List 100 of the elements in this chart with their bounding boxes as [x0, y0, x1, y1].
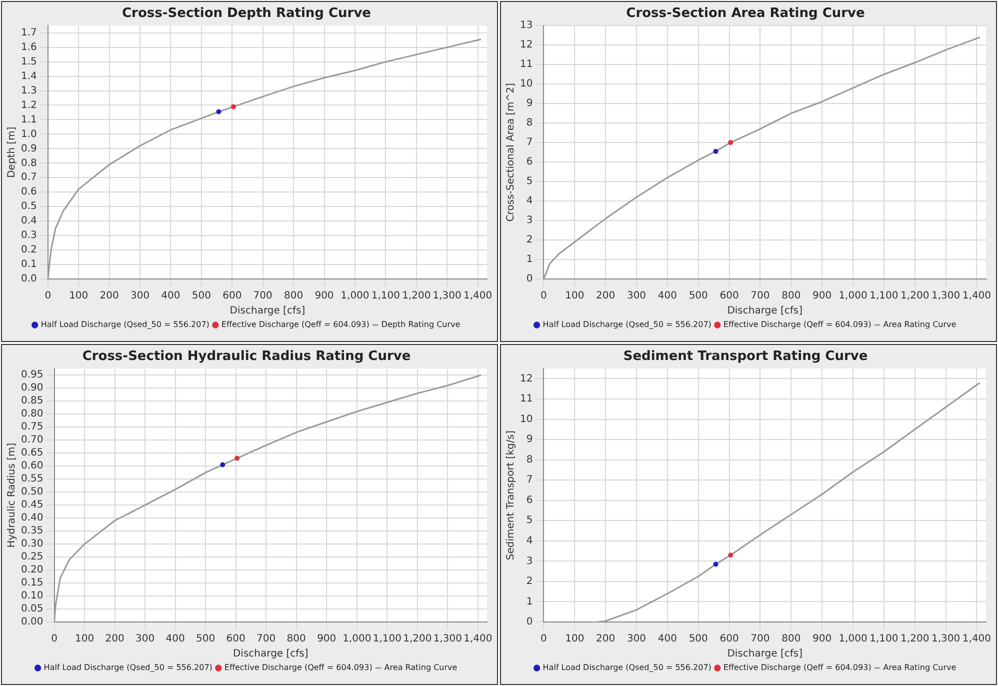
y-tick-label: 10: [520, 414, 533, 425]
y-tick-label: 0.65: [21, 448, 44, 459]
y-tick-label: 0.70: [21, 434, 44, 446]
x-tick-label: 700: [750, 634, 770, 645]
legend-label: Half Load Discharge (Qsed_50 = 556.207): [40, 320, 210, 330]
x-tick-label: 1,200: [402, 290, 431, 302]
x-axis-title: Discharge [cfs]: [232, 648, 308, 660]
x-tick-label: 800: [782, 634, 801, 645]
y-tick-label: 2: [526, 234, 533, 246]
y-tick-label: 0.00: [21, 616, 44, 628]
y-tick-label: 0: [526, 616, 533, 628]
x-tick-label: 600: [720, 290, 739, 302]
x-tick-label: 900: [812, 634, 832, 645]
y-tick-label: 0.30: [21, 538, 44, 550]
y-tick-label: 5: [526, 176, 533, 188]
x-tick-label: 0: [44, 290, 52, 302]
x-tick-label: 1,000: [838, 290, 868, 302]
y-tick-label: 0.7: [20, 172, 37, 184]
x-tick-label: 600: [720, 634, 739, 645]
x-tick-label: 700: [256, 634, 276, 645]
y-tick-label: 9: [526, 98, 533, 110]
y-tick-label: 0.45: [21, 500, 44, 511]
legend-label: Half Load Discharge (Qsed_50 = 556.207): [542, 663, 712, 672]
x-tick-label: 700: [253, 290, 272, 302]
chart-title: Sediment Transport Rating Curve: [623, 349, 868, 364]
y-tick-label: 8: [526, 454, 533, 466]
y-axis-title: Sediment Transport [kg/s]: [506, 430, 517, 560]
x-tick-label: 400: [658, 290, 677, 302]
x-tick-label: 1,400: [464, 634, 492, 645]
x-tick-label: 1,400: [962, 634, 992, 645]
y-tick-label: 1.3: [20, 85, 37, 96]
x-tick-label: 100: [565, 290, 584, 302]
y-tick-label: 2: [526, 576, 533, 588]
x-tick-label: 1,300: [433, 634, 462, 645]
x-tick-label: 300: [626, 290, 646, 302]
x-tick-label: 100: [69, 290, 88, 302]
y-axis-title: Cross-Sectional Area [m^2]: [506, 82, 517, 222]
y-tick-label: 1.0: [20, 128, 37, 140]
x-tick-label: 900: [812, 290, 832, 302]
y-tick-label: 0.8: [20, 158, 37, 169]
y-tick-label: 0.10: [21, 590, 44, 602]
y-tick-label: 5: [526, 515, 533, 526]
y-tick-label: 7: [526, 474, 533, 486]
y-tick-label: 12: [520, 40, 533, 51]
x-tick-label: 1,400: [962, 290, 992, 302]
x-tick-label: 600: [226, 634, 246, 645]
legend-label: Area Rating Curve: [384, 663, 458, 672]
x-tick-label: 600: [222, 290, 242, 302]
y-tick-label: 1.2: [20, 100, 37, 111]
y-tick-label: 0.90: [21, 382, 44, 394]
x-tick-label: 700: [750, 290, 770, 302]
x-tick-label: 1,000: [838, 634, 868, 645]
x-axis-title: Discharge [cfs]: [727, 648, 803, 660]
x-tick-label: 200: [596, 290, 616, 302]
y-tick-label: 0.5: [20, 201, 37, 212]
x-tick-label: 500: [688, 290, 708, 302]
x-tick-label: 1,100: [870, 290, 898, 302]
y-tick-label: 0.80: [21, 408, 44, 420]
x-tick-label: 200: [100, 290, 119, 302]
x-tick-label: 1,400: [463, 290, 492, 302]
x-tick-label: 400: [161, 290, 180, 302]
y-tick-label: 1.5: [20, 56, 37, 68]
x-tick-label: 900: [317, 634, 336, 645]
x-tick-label: 500: [196, 634, 216, 645]
y-tick-label: 12: [520, 373, 533, 384]
y-tick-label: 0.40: [21, 512, 44, 524]
x-tick-label: 800: [284, 290, 304, 302]
x-tick-label: 300: [130, 290, 150, 302]
x-tick-label: 1,300: [931, 634, 960, 645]
y-tick-label: 7: [526, 137, 533, 148]
y-tick-label: 1: [526, 596, 533, 608]
y-tick-label: 0.15: [21, 578, 44, 589]
y-tick-label: 0.95: [21, 370, 44, 381]
y-tick-label: 0.9: [20, 143, 37, 154]
legend-label: Area Rating Curve: [883, 663, 956, 672]
x-tick-label: 1,100: [870, 634, 898, 645]
y-tick-label: 0.55: [21, 474, 44, 485]
y-tick-label: 0.35: [21, 526, 44, 537]
legend-label: Effective Discharge (Qeff = 604.093): [723, 320, 872, 330]
x-tick-label: 900: [314, 290, 334, 302]
y-tick-label: 1: [526, 254, 533, 266]
x-tick-label: 1,200: [403, 634, 432, 645]
y-tick-label: 0.4: [20, 216, 37, 227]
y-tick-label: 0.25: [21, 552, 44, 563]
y-tick-label: 1.6: [20, 42, 37, 53]
y-tick-label: 0.05: [21, 604, 44, 615]
x-tick-label: 1,000: [340, 290, 370, 302]
legend-label: Half Load Discharge (Qsed_50 = 556.207): [44, 663, 212, 672]
x-tick-label: 0: [540, 290, 547, 302]
x-tick-label: 1,000: [342, 634, 372, 645]
y-tick-label: 0.50: [21, 486, 44, 498]
y-tick-label: 0.6: [20, 186, 37, 198]
legend-label: Effective Discharge (Qeff = 604.093): [221, 320, 370, 330]
x-tick-label: 800: [782, 290, 801, 302]
y-tick-label: 8: [526, 118, 533, 129]
y-tick-label: 0.3: [20, 230, 37, 242]
y-tick-label: 1.4: [20, 70, 37, 82]
x-tick-label: 300: [626, 634, 646, 645]
x-tick-label: 200: [105, 634, 124, 645]
x-tick-label: 400: [658, 634, 677, 645]
